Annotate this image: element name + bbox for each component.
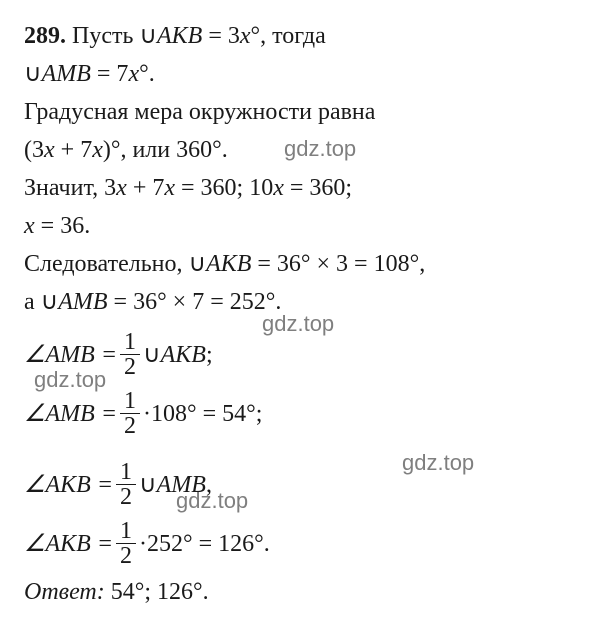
var: x bbox=[116, 175, 127, 201]
text: = 36° × 3 = 108°, bbox=[251, 251, 425, 277]
var: x bbox=[273, 175, 284, 201]
equation-2: ∠AMB = 1 2 ·108° = 54°; bbox=[24, 389, 576, 438]
line-8: а ∪AMB = 36° × 7 = 252°. bbox=[24, 284, 576, 320]
line-2: ∪AMB = 7x°. bbox=[24, 56, 576, 92]
lhs: ∠AMB = bbox=[24, 337, 117, 373]
text: °. bbox=[139, 61, 155, 87]
equation-1: ∠AMB = 1 2 ∪ AKB; bbox=[24, 330, 576, 379]
problem-number: 289. bbox=[24, 23, 66, 49]
var: x bbox=[24, 213, 35, 239]
line-6: x = 36. bbox=[24, 208, 576, 244]
numerator: 1 bbox=[120, 389, 140, 414]
var: AMB bbox=[58, 289, 107, 315]
numerator: 1 bbox=[116, 460, 136, 485]
denominator: 2 bbox=[116, 544, 136, 568]
fraction: 1 2 bbox=[116, 519, 136, 568]
text: ∪ bbox=[24, 61, 42, 87]
var: AKB bbox=[157, 23, 202, 49]
text: Следовательно, ∪ bbox=[24, 251, 206, 277]
var: x bbox=[92, 137, 103, 163]
text: а ∪ bbox=[24, 289, 58, 315]
numerator: 1 bbox=[116, 519, 136, 544]
fraction: 1 2 bbox=[120, 389, 140, 438]
fraction: 1 2 bbox=[120, 330, 140, 379]
text: = 7 bbox=[91, 61, 129, 87]
answer-line: Ответ: 54°; 126°. bbox=[24, 574, 576, 610]
problem-container: 289. Пусть ∪AKB = 3x°, тогда ∪AMB = 7x°.… bbox=[24, 18, 576, 610]
var: AKB bbox=[206, 251, 251, 277]
numerator: 1 bbox=[120, 330, 140, 355]
line-3: Градусная мера окружности равна bbox=[24, 94, 576, 130]
denominator: 2 bbox=[120, 355, 140, 379]
text: Значит, 3 bbox=[24, 175, 116, 201]
denominator: 2 bbox=[116, 485, 136, 509]
text: ; bbox=[206, 337, 213, 373]
var: x bbox=[164, 175, 175, 201]
var: x bbox=[128, 61, 139, 87]
fraction: 1 2 bbox=[116, 460, 136, 509]
text: = 3 bbox=[202, 23, 240, 49]
answer-value: 54°; 126°. bbox=[105, 579, 209, 605]
denominator: 2 bbox=[120, 414, 140, 438]
text: ∪ bbox=[139, 467, 157, 503]
var: AMB bbox=[157, 467, 206, 503]
var: x bbox=[44, 137, 55, 163]
var: AMB bbox=[42, 61, 91, 87]
text: + 7 bbox=[127, 175, 165, 201]
line-1: 289. Пусть ∪AKB = 3x°, тогда bbox=[24, 18, 576, 54]
answer-label: Ответ: bbox=[24, 579, 105, 605]
text: °, тогда bbox=[251, 23, 326, 49]
text: = 360; bbox=[284, 175, 352, 201]
equation-4: ∠AKB = 1 2 ·252° = 126°. bbox=[24, 519, 576, 568]
rhs: ·108° = 54°; bbox=[143, 396, 262, 432]
text: (3 bbox=[24, 137, 44, 163]
text: ∪ bbox=[143, 337, 161, 373]
equation-3: ∠AKB = 1 2 ∪ AMB, bbox=[24, 460, 576, 509]
var: AKB bbox=[161, 337, 206, 373]
lhs: ∠AKB = bbox=[24, 526, 113, 562]
var: x bbox=[240, 23, 251, 49]
text: = 360; 10 bbox=[175, 175, 273, 201]
text: = 36° × 7 = 252°. bbox=[108, 289, 282, 315]
text: )°, или 360°. bbox=[103, 137, 228, 163]
lhs: ∠AKB = bbox=[24, 467, 113, 503]
line-4: (3x + 7x)°, или 360°. bbox=[24, 132, 576, 168]
text: , bbox=[206, 467, 212, 503]
text: = 36. bbox=[35, 213, 91, 239]
text: + 7 bbox=[55, 137, 93, 163]
line-5: Значит, 3x + 7x = 360; 10x = 360; bbox=[24, 170, 576, 206]
lhs: ∠AMB = bbox=[24, 396, 117, 432]
rhs: ·252° = 126°. bbox=[139, 526, 270, 562]
line-7: Следовательно, ∪AKB = 36° × 3 = 108°, bbox=[24, 246, 576, 282]
text: Пусть ∪ bbox=[66, 23, 157, 49]
